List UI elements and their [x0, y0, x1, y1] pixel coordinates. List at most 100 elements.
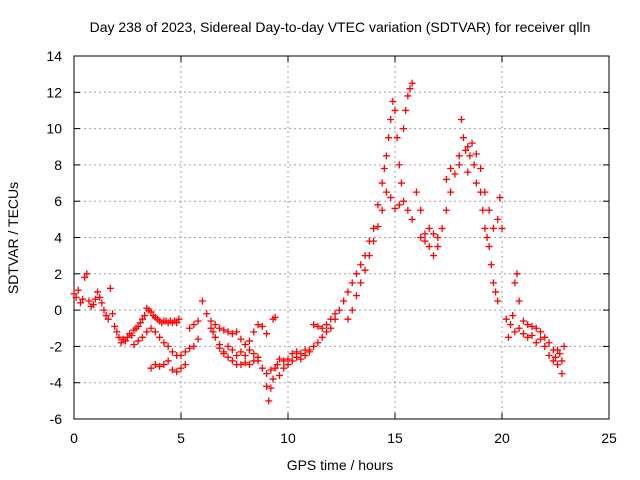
data-point [395, 161, 403, 169]
data-point [207, 324, 215, 332]
data-point [400, 125, 408, 133]
data-point [318, 324, 326, 332]
data-point [233, 328, 241, 336]
data-point [177, 351, 185, 359]
data-point [109, 310, 117, 318]
data-point [134, 322, 142, 330]
data-point [124, 333, 131, 341]
y-tick-label: 4 [54, 230, 62, 246]
data-point [459, 134, 467, 142]
data-point [263, 382, 271, 390]
data-point [186, 344, 194, 352]
data-point [138, 333, 146, 341]
data-point [485, 206, 493, 214]
data-point [352, 270, 360, 278]
data-point [134, 337, 142, 345]
data-point [545, 351, 553, 359]
data-point [489, 224, 497, 232]
data-point [237, 361, 245, 369]
data-point [361, 266, 369, 274]
data-point [393, 134, 401, 142]
data-point [241, 341, 249, 349]
data-point [147, 308, 155, 316]
data-point [519, 317, 527, 325]
data-point [430, 230, 438, 238]
data-point [269, 375, 277, 383]
data-point [455, 152, 463, 160]
data-point [421, 237, 429, 245]
data-point [494, 297, 502, 305]
data-point [558, 357, 566, 365]
data-point [85, 297, 93, 305]
data-point [556, 350, 564, 358]
data-point [228, 357, 236, 365]
data-point [245, 337, 253, 345]
data-point [462, 146, 470, 154]
data-point [357, 279, 365, 287]
data-point [541, 333, 549, 341]
data-point [323, 321, 331, 329]
data-point [113, 328, 121, 336]
data-point [558, 370, 566, 378]
data-point [496, 194, 504, 202]
data-point [438, 224, 446, 232]
data-point [70, 290, 78, 298]
x-tick-label: 15 [387, 430, 403, 446]
data-point [288, 357, 296, 365]
data-point [404, 206, 412, 214]
data-point [331, 315, 339, 323]
data-point [275, 355, 283, 363]
data-point [130, 341, 138, 349]
data-point [532, 324, 540, 332]
data-point [228, 330, 236, 338]
data-point [91, 295, 99, 303]
data-point [537, 335, 545, 343]
data-point [412, 188, 420, 196]
y-tick-label: 2 [54, 266, 62, 282]
data-point [263, 370, 271, 378]
data-point [528, 322, 536, 330]
data-point [121, 337, 129, 345]
data-point [297, 355, 305, 363]
data-point [323, 328, 331, 336]
data-point [136, 319, 144, 327]
data-point [168, 366, 176, 374]
data-point [524, 333, 532, 341]
data-point [434, 234, 442, 241]
data-point [241, 351, 249, 359]
data-point [545, 339, 553, 347]
data-point [425, 243, 433, 251]
data-point [425, 224, 433, 232]
data-point [455, 161, 463, 169]
data-point [494, 215, 502, 223]
data-point [98, 299, 106, 307]
data-point [406, 85, 414, 93]
data-point [552, 353, 559, 361]
data-point [224, 342, 232, 350]
data-point [472, 179, 480, 187]
data-point [335, 306, 343, 314]
data-point [288, 350, 296, 358]
data-point [160, 339, 168, 347]
data-point [138, 315, 146, 323]
data-point [481, 188, 489, 196]
data-point [554, 346, 562, 354]
data-point [190, 321, 198, 329]
data-point [273, 361, 281, 369]
data-point [224, 353, 232, 361]
data-point [451, 170, 459, 178]
data-point [513, 270, 521, 278]
data-point [472, 150, 480, 158]
data-point [224, 328, 232, 336]
data-point [442, 175, 450, 183]
data-point [532, 339, 540, 347]
data-point [263, 330, 271, 338]
data-point [79, 295, 87, 303]
data-point [275, 371, 283, 379]
axis-ticks [73, 55, 610, 420]
data-point [216, 344, 224, 352]
data-point [370, 224, 378, 232]
data-point [352, 292, 360, 300]
data-point [83, 270, 91, 278]
data-point [434, 243, 442, 251]
